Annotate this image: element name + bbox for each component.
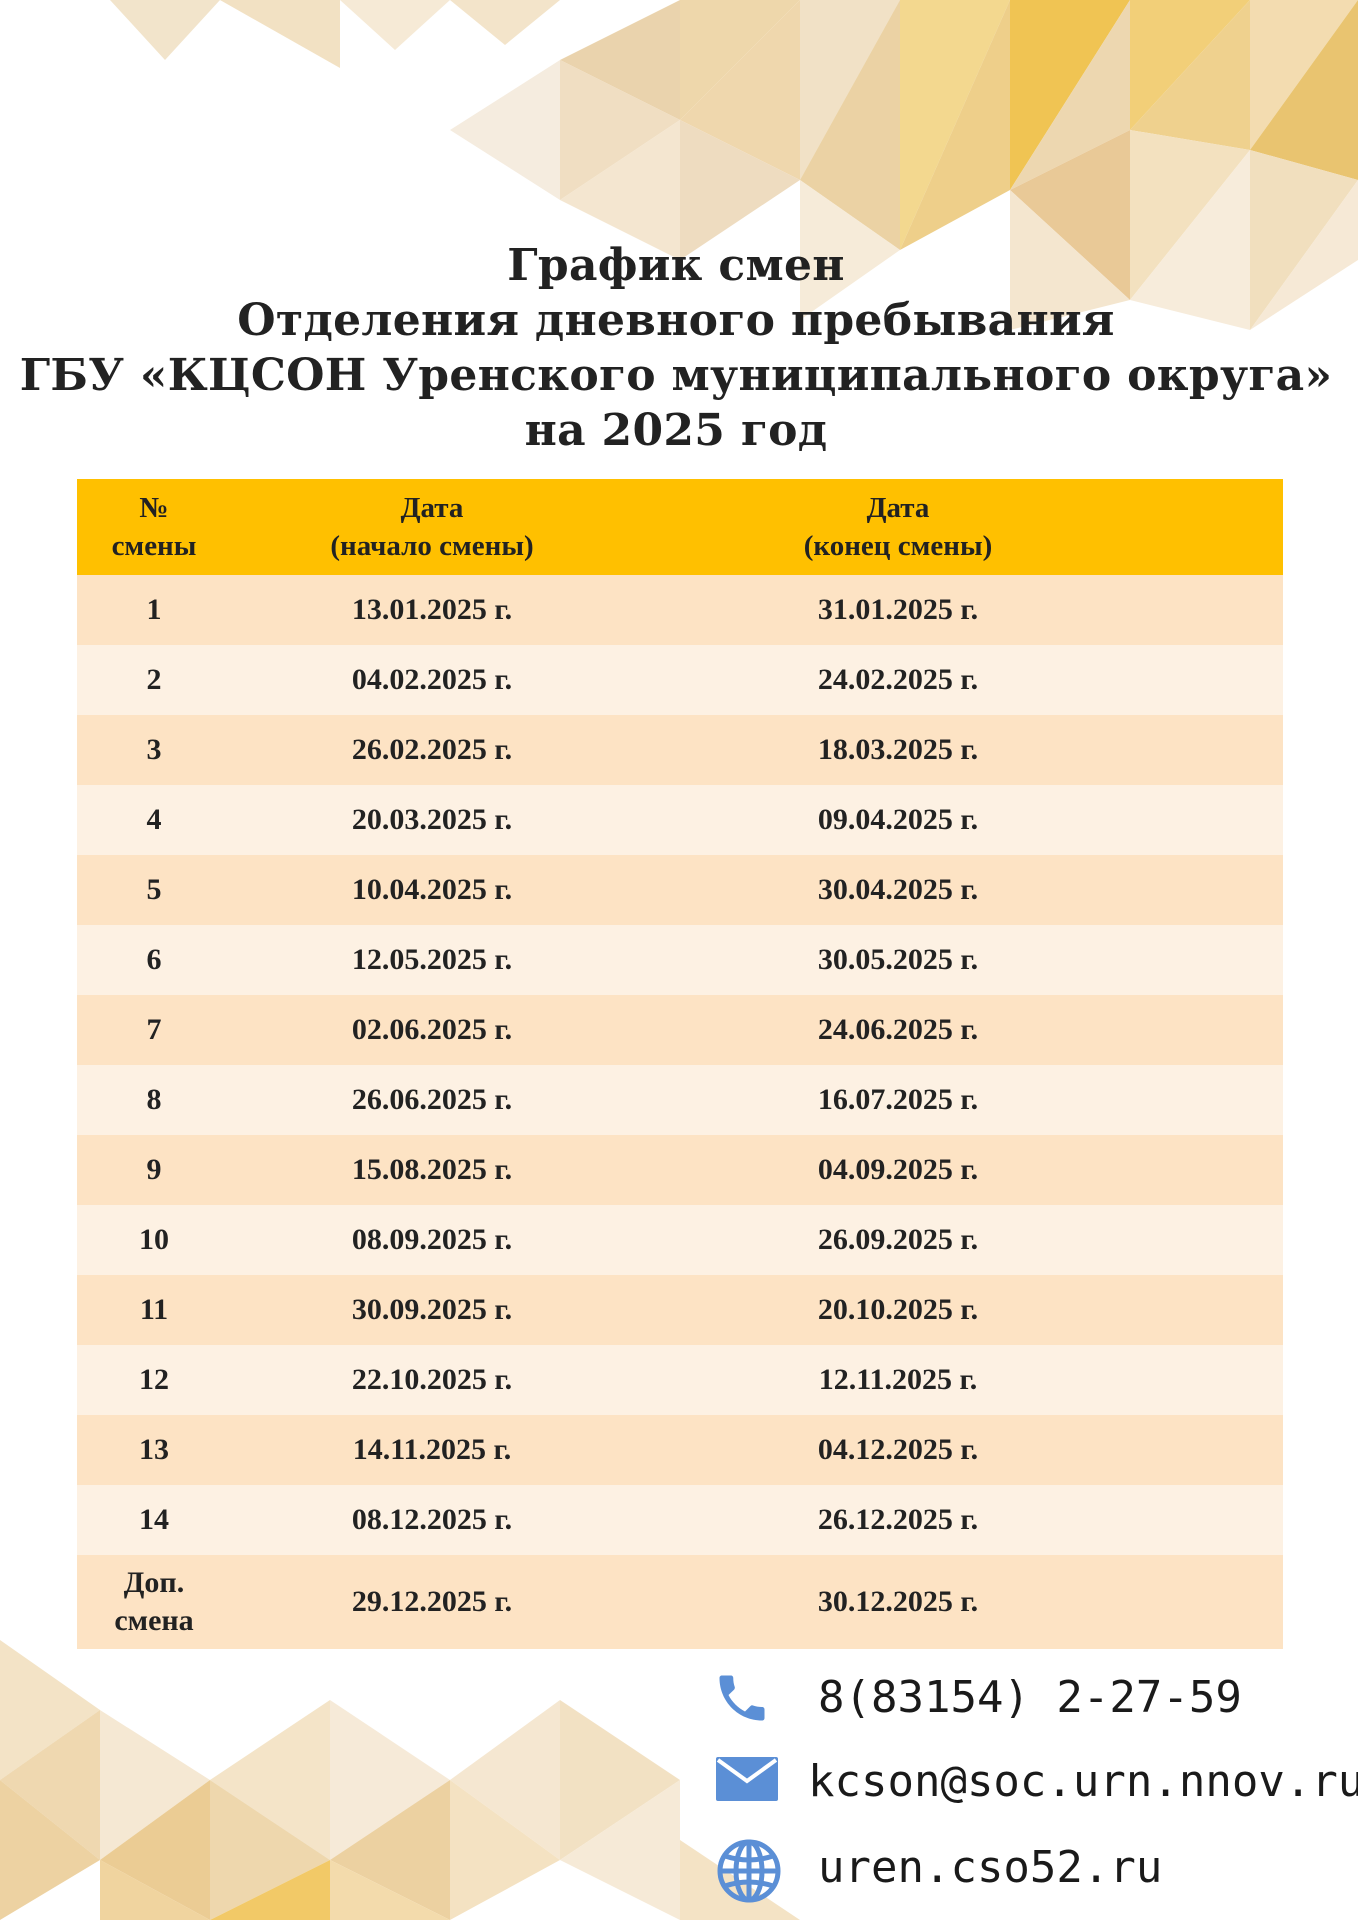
shift-start-date: 08.12.2025 г.	[231, 1485, 633, 1555]
phone-number: 8(83154) 2-27-59	[818, 1672, 1242, 1723]
extra-shift-label-line2: смена	[114, 1604, 194, 1637]
shift-start-date: 26.06.2025 г.	[231, 1065, 633, 1135]
shift-start-date: 14.11.2025 г.	[231, 1415, 633, 1485]
shift-start-date: 22.10.2025 г.	[231, 1345, 633, 1415]
bottom-triangle-pattern	[0, 1640, 800, 1920]
globe-icon	[717, 1839, 781, 1903]
shift-end-date: 26.12.2025 г.	[633, 1485, 1283, 1555]
shift-number: 5	[77, 855, 231, 925]
shift-number: 11	[77, 1275, 231, 1345]
phone-icon	[719, 1675, 765, 1721]
table-row: 5 10.04.2025 г. 30.04.2025 г.	[77, 855, 1283, 925]
shift-number: 13	[77, 1415, 231, 1485]
table-row: 1 13.01.2025 г. 31.01.2025 г.	[77, 575, 1283, 645]
shift-start-date: 20.03.2025 г.	[231, 785, 633, 855]
shift-end-date: 12.11.2025 г.	[633, 1345, 1283, 1415]
shift-start-date: 08.09.2025 г.	[231, 1205, 633, 1275]
shift-end-date: 26.09.2025 г.	[633, 1205, 1283, 1275]
title-line-3: ГБУ «КЦСОН Уренского муниципального окру…	[19, 350, 1333, 401]
shift-start-date: 13.01.2025 г.	[231, 575, 633, 645]
header-end-date-line1: Дата	[866, 492, 930, 524]
shift-end-date: 09.04.2025 г.	[633, 785, 1283, 855]
shift-number: 9	[77, 1135, 231, 1205]
header-end-date: Дата (конец смены)	[633, 479, 1283, 575]
shift-number: 3	[77, 715, 231, 785]
shift-end-date: 30.04.2025 г.	[633, 855, 1283, 925]
title-line-4: на 2025 год	[524, 405, 828, 456]
extra-shift-label: Доп. смена	[77, 1555, 231, 1649]
shift-end-date: 04.12.2025 г.	[633, 1415, 1283, 1485]
shift-end-date: 30.05.2025 г.	[633, 925, 1283, 995]
shift-start-date: 12.05.2025 г.	[231, 925, 633, 995]
shift-number: 2	[77, 645, 231, 715]
shift-start-date: 30.09.2025 г.	[231, 1275, 633, 1345]
top-triangle-pattern	[110, 0, 1358, 330]
shift-number: 1	[77, 575, 231, 645]
shift-number: 14	[77, 1485, 231, 1555]
email-icon	[716, 1757, 778, 1801]
shift-start-date: 15.08.2025 г.	[231, 1135, 633, 1205]
shift-number: 10	[77, 1205, 231, 1275]
header-start-date-line2: (начало смены)	[330, 530, 534, 562]
shift-number: 8	[77, 1065, 231, 1135]
shift-start-date: 26.02.2025 г.	[231, 715, 633, 785]
shift-end-date: 04.09.2025 г.	[633, 1135, 1283, 1205]
header-shift-number-line1: №	[139, 492, 169, 524]
table-row: 4 20.03.2025 г. 09.04.2025 г.	[77, 785, 1283, 855]
shift-start-date: 29.12.2025 г.	[231, 1555, 633, 1649]
shift-end-date: 31.01.2025 г.	[633, 575, 1283, 645]
header-shift-number-line2: смены	[111, 530, 197, 562]
table-header-row: № смены Дата (начало смены) Дата (конец …	[77, 479, 1283, 575]
header-start-date-line1: Дата	[400, 492, 464, 524]
shift-end-date: 24.02.2025 г.	[633, 645, 1283, 715]
extra-shift-label-line1: Доп.	[123, 1566, 185, 1599]
table-row: 14 08.12.2025 г. 26.12.2025 г.	[77, 1485, 1283, 1555]
shift-end-date: 18.03.2025 г.	[633, 715, 1283, 785]
title-line-2: Отделения дневного пребывания	[237, 295, 1115, 346]
header-shift-number: № смены	[77, 479, 231, 575]
shift-end-date: 24.06.2025 г.	[633, 995, 1283, 1065]
shift-start-date: 02.06.2025 г.	[231, 995, 633, 1065]
header-end-date-line2: (конец смены)	[803, 530, 993, 562]
table-row: 6 12.05.2025 г. 30.05.2025 г.	[77, 925, 1283, 995]
shift-end-date: 20.10.2025 г.	[633, 1275, 1283, 1345]
shift-schedule-table: № смены Дата (начало смены) Дата (конец …	[77, 479, 1283, 1649]
header-start-date: Дата (начало смены)	[231, 479, 633, 575]
shift-number: 6	[77, 925, 231, 995]
shift-end-date: 30.12.2025 г.	[633, 1555, 1283, 1649]
shift-start-date: 04.02.2025 г.	[231, 645, 633, 715]
table-row: 11 30.09.2025 г. 20.10.2025 г.	[77, 1275, 1283, 1345]
table-row: 12 22.10.2025 г. 12.11.2025 г.	[77, 1345, 1283, 1415]
table-row: 7 02.06.2025 г. 24.06.2025 г.	[77, 995, 1283, 1065]
website-url[interactable]: uren.cso52.ru	[818, 1842, 1163, 1893]
shift-number: 12	[77, 1345, 231, 1415]
email-address[interactable]: kcson@soc.urn.nnov.ru	[808, 1756, 1358, 1807]
page-title: График смен Отделения дневного пребывани…	[0, 238, 1352, 458]
title-line-1: График смен	[507, 240, 845, 291]
table-row: 13 14.11.2025 г. 04.12.2025 г.	[77, 1415, 1283, 1485]
table-row: 3 26.02.2025 г. 18.03.2025 г.	[77, 715, 1283, 785]
table-row-extra-shift: Доп. смена 29.12.2025 г. 30.12.2025 г.	[77, 1555, 1283, 1649]
shift-start-date: 10.04.2025 г.	[231, 855, 633, 925]
table-row: 2 04.02.2025 г. 24.02.2025 г.	[77, 645, 1283, 715]
shift-number: 4	[77, 785, 231, 855]
table-row: 10 08.09.2025 г. 26.09.2025 г.	[77, 1205, 1283, 1275]
shift-number: 7	[77, 995, 231, 1065]
table-row: 9 15.08.2025 г. 04.09.2025 г.	[77, 1135, 1283, 1205]
table-row: 8 26.06.2025 г. 16.07.2025 г.	[77, 1065, 1283, 1135]
shift-end-date: 16.07.2025 г.	[633, 1065, 1283, 1135]
